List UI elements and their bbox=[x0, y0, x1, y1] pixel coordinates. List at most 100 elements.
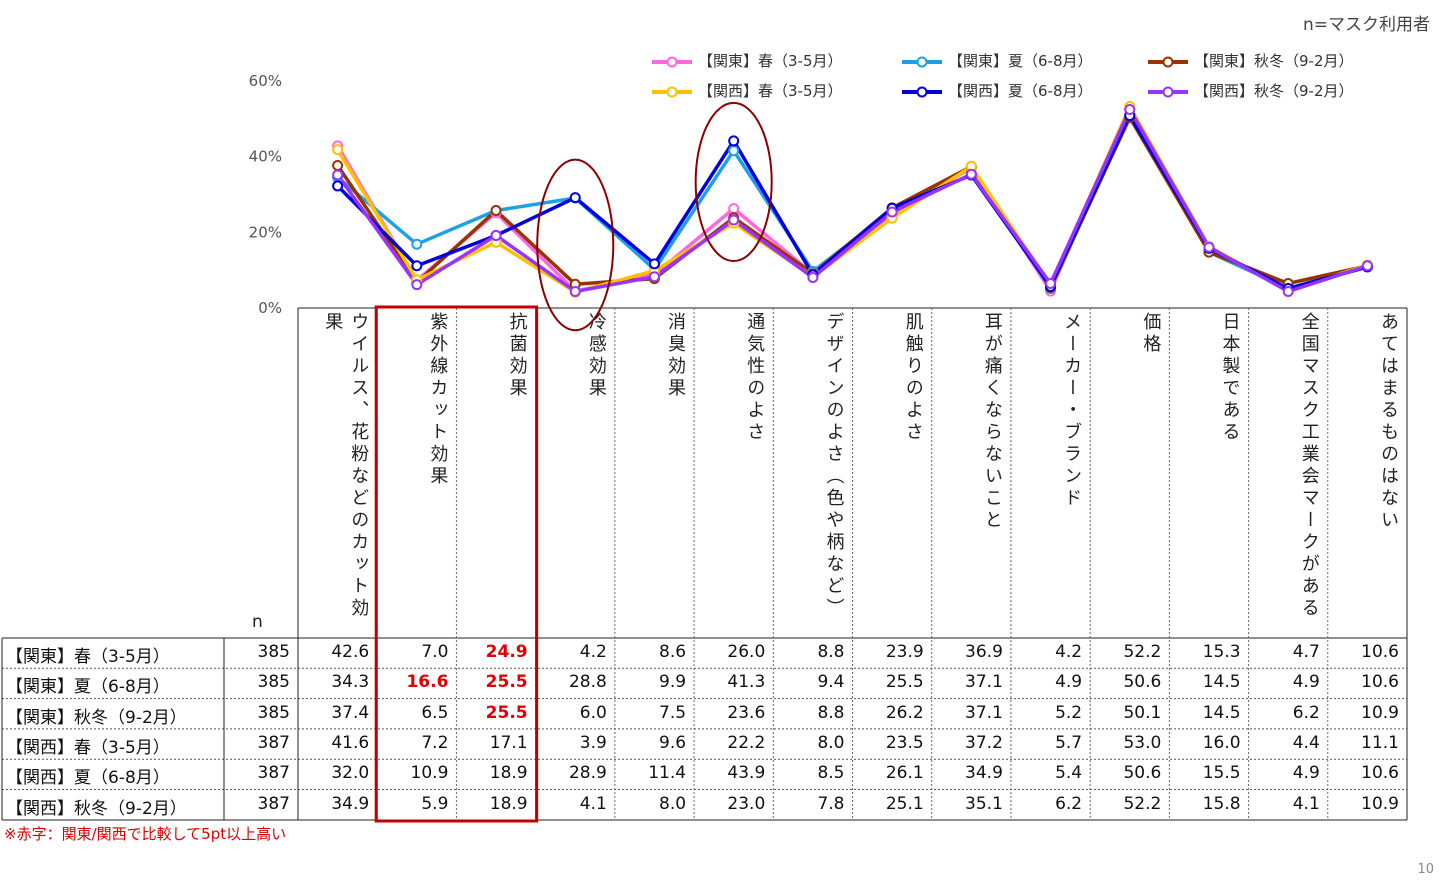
highlight-ellipse bbox=[536, 158, 615, 332]
table-cell: 42.6 bbox=[331, 642, 370, 662]
table-cell: 43.9 bbox=[727, 763, 766, 784]
table-cell: 4.2 bbox=[1055, 642, 1083, 662]
data-point bbox=[332, 169, 344, 181]
table-cell: 50.6 bbox=[1123, 672, 1162, 693]
table-cell: 15.8 bbox=[1202, 793, 1241, 814]
table-cell: 11.4 bbox=[648, 763, 687, 784]
table-cell: 4.9 bbox=[1292, 763, 1320, 784]
table-cell: 17.1 bbox=[489, 732, 528, 753]
table-cell: 32.0 bbox=[331, 763, 370, 784]
table-cell: 6.2 bbox=[1292, 702, 1320, 723]
y-tick-label: 20% bbox=[249, 223, 282, 241]
table-cell: 23.5 bbox=[885, 732, 924, 753]
table-cell: 37.1 bbox=[965, 672, 1003, 693]
table-cell: 4.1 bbox=[1292, 793, 1320, 814]
category-label: ウイルス、花粉などのカット効果 bbox=[322, 312, 370, 620]
n-column-header: n bbox=[252, 612, 263, 632]
table-cell: 8.0 bbox=[659, 793, 687, 814]
category-label: 通気性のよさ bbox=[744, 312, 766, 444]
category-label: 消臭効果 bbox=[665, 312, 687, 400]
footnote: ※赤字：関東/関西で比較して5pt以上高い bbox=[4, 825, 287, 843]
legend-item: 【関東】夏（6-8月） bbox=[900, 50, 1093, 71]
table-cell: 18.9 bbox=[489, 763, 528, 784]
category-label: 全国マスク工業会マークがある bbox=[1298, 312, 1320, 620]
table-cell: 37.4 bbox=[331, 702, 370, 723]
category-label: 肌触りのよさ bbox=[902, 312, 924, 444]
data-point bbox=[332, 144, 344, 156]
table-cell: 25.5 bbox=[485, 672, 528, 693]
sample-size-cell: 385 bbox=[257, 642, 290, 662]
legend-item: 【関西】春（3-5月） bbox=[650, 80, 843, 101]
data-point bbox=[411, 279, 423, 291]
table-cell: 8.5 bbox=[817, 763, 845, 784]
legend-label: 【関西】夏（6-8月） bbox=[948, 82, 1093, 100]
data-point bbox=[1282, 285, 1294, 297]
table-cell: 35.1 bbox=[965, 793, 1003, 814]
table-cell: 16.0 bbox=[1202, 732, 1241, 753]
category-label: 紫外線カット効果 bbox=[427, 312, 449, 488]
legend-label: 【関東】春（3-5月） bbox=[698, 52, 843, 70]
category-label: 価格 bbox=[1140, 312, 1162, 356]
table-cell: 16.6 bbox=[406, 672, 449, 693]
table-cell: 50.6 bbox=[1123, 763, 1162, 784]
data-point bbox=[411, 260, 423, 272]
data-point bbox=[490, 205, 502, 217]
table-cell: 25.5 bbox=[885, 672, 924, 693]
highlight-box bbox=[374, 305, 539, 823]
table-cell: 8.6 bbox=[659, 642, 687, 662]
sample-size-cell: 387 bbox=[257, 763, 290, 784]
sample-size-cell: 385 bbox=[257, 672, 290, 693]
table-cell: 5.7 bbox=[1055, 732, 1083, 753]
series-line-0 bbox=[336, 107, 1368, 293]
table-cell: 6.5 bbox=[421, 702, 449, 723]
data-point bbox=[1124, 104, 1136, 116]
table-cell: 37.2 bbox=[965, 732, 1003, 753]
data-point bbox=[728, 145, 740, 157]
legend-swatch-icon bbox=[1148, 56, 1188, 67]
data-point bbox=[569, 192, 581, 204]
series-line-4 bbox=[336, 113, 1368, 291]
table-cell: 8.8 bbox=[817, 702, 845, 723]
series-line-1 bbox=[336, 113, 1368, 291]
category-label: 抗菌効果 bbox=[506, 312, 528, 400]
row-label: 【関東】秋冬（9-2月） bbox=[6, 707, 187, 728]
table-cell: 10.6 bbox=[1361, 672, 1399, 693]
table-cell: 18.9 bbox=[489, 793, 528, 814]
page-number: 10 bbox=[1417, 862, 1434, 877]
table-cell: 6.2 bbox=[1055, 793, 1083, 814]
legend-label: 【関東】夏（6-8月） bbox=[948, 52, 1093, 70]
data-point bbox=[1361, 260, 1373, 272]
table-cell: 10.6 bbox=[1361, 763, 1399, 784]
category-label: 耳が痛くならないこと bbox=[981, 312, 1003, 532]
legend-swatch-icon bbox=[902, 86, 942, 97]
table-cell: 14.5 bbox=[1202, 672, 1241, 693]
category-label: 冷感効果 bbox=[585, 312, 607, 400]
table-cell: 22.2 bbox=[727, 732, 766, 753]
table-cell: 4.7 bbox=[1292, 642, 1320, 662]
table-cell: 9.9 bbox=[659, 672, 687, 693]
table-cell: 25.5 bbox=[485, 702, 528, 723]
table-cell: 5.9 bbox=[421, 793, 449, 814]
table-cell: 15.3 bbox=[1202, 642, 1241, 662]
table-cell: 37.1 bbox=[965, 702, 1003, 723]
table-cell: 15.5 bbox=[1202, 763, 1241, 784]
table-cell: 24.9 bbox=[485, 642, 528, 662]
table-cell: 26.2 bbox=[885, 702, 924, 723]
table-cell: 28.8 bbox=[568, 672, 607, 693]
table-cell: 4.9 bbox=[1055, 672, 1083, 693]
table-cell: 7.2 bbox=[421, 732, 449, 753]
legend-swatch-icon bbox=[652, 56, 692, 67]
legend-swatch-icon bbox=[902, 56, 942, 67]
legend-label: 【関西】秋冬（9-2月） bbox=[1194, 82, 1354, 100]
legend-label: 【関東】秋冬（9-2月） bbox=[1194, 52, 1354, 70]
sample-size-cell: 387 bbox=[257, 793, 290, 814]
sample-size-cell: 385 bbox=[257, 702, 290, 723]
table-cell: 4.4 bbox=[1292, 732, 1320, 753]
table-cell: 34.3 bbox=[331, 672, 370, 693]
table-cell: 23.0 bbox=[727, 793, 766, 814]
table-cell: 14.5 bbox=[1202, 702, 1241, 723]
table-cell: 34.9 bbox=[965, 763, 1003, 784]
row-label: 【関西】夏（6-8月） bbox=[6, 768, 170, 789]
table-cell: 41.3 bbox=[727, 672, 766, 693]
